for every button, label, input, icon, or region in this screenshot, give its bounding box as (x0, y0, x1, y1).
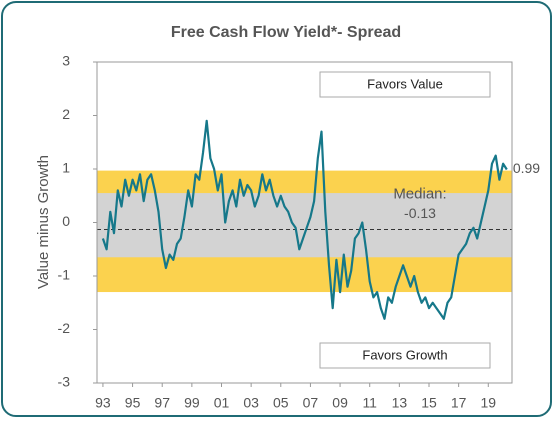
x-tick-label: 03 (243, 395, 259, 411)
annotation-box (319, 342, 491, 369)
chart-title: Free Cash Flow Yield*- Spread (171, 24, 401, 41)
x-tick-label: 13 (392, 395, 408, 411)
x-tick-label: 93 (95, 395, 111, 411)
median-value: -0.13 (404, 205, 436, 221)
y-axis-label: Value minus Growth (35, 155, 52, 289)
x-tick-label: 17 (451, 395, 467, 411)
y-tick-label: 0 (62, 213, 70, 229)
median-label: Median: (393, 185, 446, 202)
plot-area (97, 119, 512, 320)
annotation: Favors Growth (362, 347, 447, 362)
annotation-box (319, 71, 491, 98)
y-tick-label: 2 (62, 106, 70, 122)
band (97, 193, 512, 258)
end-label: 0.99 (513, 160, 540, 176)
y-tick-label: 3 (62, 53, 70, 69)
x-tick-label: 19 (480, 395, 496, 411)
y-tick-label: -3 (58, 374, 71, 390)
x-tick-label: 09 (332, 395, 348, 411)
y-tick-label: -1 (58, 267, 71, 283)
x-tick-label: 05 (273, 395, 289, 411)
y-tick-label: 1 (62, 160, 70, 176)
x-tick-label: 97 (154, 395, 170, 411)
annotation: Favors Value (367, 76, 443, 91)
line (101, 119, 508, 320)
x-tick-label: 11 (362, 395, 377, 411)
x-tick-label: 15 (421, 395, 437, 411)
x-tick-label: 99 (184, 395, 200, 411)
y-tick-label: -2 (58, 320, 71, 336)
x-tick-label: 95 (125, 395, 141, 411)
x-tick-label: 07 (303, 395, 319, 411)
x-tick-label: 01 (214, 395, 230, 411)
